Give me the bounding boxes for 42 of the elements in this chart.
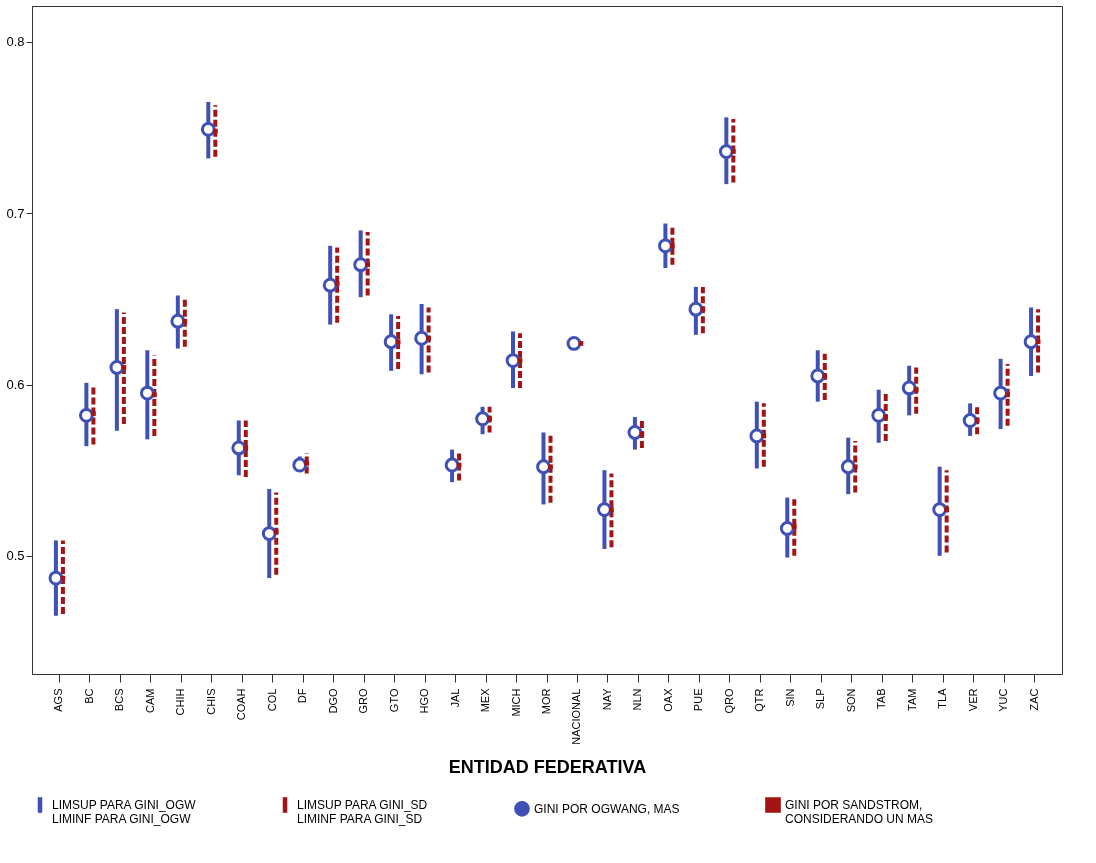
y-tick-label: 0.7 [6,205,25,221]
x-tick-label: QTR [753,688,766,712]
x-tick-label: MOR [540,688,552,715]
x-tick-label: BC [82,688,95,704]
x-tick-label: QRO [722,688,735,714]
x-tick-label: SON [844,688,857,713]
legend-label: GINI POR SANDSTROM, CONSIDERANDO UN MAS [785,798,934,826]
x-tick-label: COL [265,688,278,712]
x-tick-label: VER [966,688,979,712]
x-tick-label: TAM [905,688,918,711]
x-tick-label: SLP [814,688,827,710]
y-tick-label: 0.8 [6,34,25,50]
x-tick-label: HGO [418,688,431,714]
x-tick-label: COAH [235,688,248,721]
x-tick-label: OAX [661,687,674,712]
x-tick-label: SIN [783,688,796,707]
x-tick-label: TAB [875,688,888,710]
x-tick-label: NACIONAL [570,688,583,745]
x-tick-label: NAY [600,687,613,711]
x-tick-label: PUE [692,688,705,712]
text: LIMSUP PARA GINI_SD LIMINF PARA GINI_SD [297,798,428,826]
x-tick-label: DF [296,688,309,704]
x-axis-title: ENTIDAD FEDERATIVA [448,756,647,777]
x-tick-label: CHIH [174,688,187,716]
text: LIMSUP PARA GINI_OGW LIMINF PARA GINI_OGW [52,798,197,826]
x-tick-label: YUC [997,688,1010,712]
x-tick-label: BCS [113,688,126,712]
x-tick-label: GTO [387,688,400,713]
x-tick-label: AGS [52,688,65,712]
x-tick-label: MICH [509,688,522,717]
x-tick-label: MEX [479,687,492,713]
x-tick-label: CHIS [204,688,217,715]
legend-label: GINI POR OGWANG, MAS [534,801,680,816]
x-tick-label: GRO [357,688,370,714]
x-tick-label: CAM [143,688,156,713]
x-tick-label: ZAC [1027,688,1040,711]
y-tick-label: 0.5 [6,548,25,564]
y-tick-label: 0.6 [6,377,25,393]
x-tick-label: DGO [326,688,339,714]
x-tick-label: JAL [448,688,461,708]
x-tick-label: NLN [631,688,644,711]
x-tick-label: TLA [936,687,949,709]
